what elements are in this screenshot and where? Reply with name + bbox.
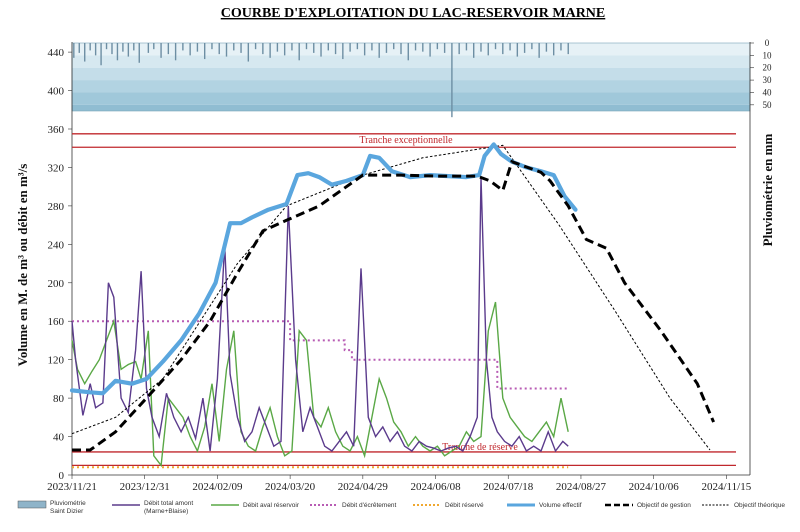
x-tick-label: 2024/10/06 <box>629 481 680 493</box>
rain-band <box>72 43 750 56</box>
legend: Pluviométrie Saint Dizier Débit total amon… <box>17 500 785 515</box>
y-tick-label: 240 <box>48 239 65 251</box>
x-tick-label: 2024/06/08 <box>410 481 461 493</box>
y-tick-label: 0 <box>59 470 65 482</box>
legend-label: Débit aval réservoir <box>243 502 300 509</box>
legend-label: Volume effectif <box>539 502 582 509</box>
band-label-exceptionnelle: Tranche exceptionnelle <box>359 135 453 146</box>
x-tick-label: 2023/12/31 <box>120 481 170 493</box>
chart-title: COURBE D'EXPLOITATION DU LAC-RESERVOIR M… <box>221 6 606 21</box>
x-tick-label: 2024/07/18 <box>483 481 534 493</box>
y-tick-label: 80 <box>53 393 65 405</box>
y-tick-label: 440 <box>48 47 65 59</box>
rain-tick-label: 0 <box>765 38 770 48</box>
legend-label: Débit réservé <box>445 502 484 509</box>
rainfall-panel: 0 10 20 30 40 50 <box>71 38 773 118</box>
legend-label: Débit total amont (Marne+Blaise) <box>144 500 193 515</box>
x-tick-label: 2024/08/27 <box>556 481 607 493</box>
y-tick-label: 320 <box>48 162 65 174</box>
rain-band <box>72 80 750 93</box>
x-tick-label: 2024/04/29 <box>338 481 389 493</box>
rain-band <box>72 92 750 105</box>
axes: 0 40 80 120 160 200 240 280 320 360 400 440 2023/11/… <box>47 47 752 493</box>
series-volume-effectif <box>69 142 578 396</box>
legend-label: Pluviométrie Saint Dizier <box>50 500 86 515</box>
y-tick-label: 40 <box>53 432 65 444</box>
legend-label: Objectif théorique <box>734 502 785 509</box>
rain-band <box>72 55 750 68</box>
legend-swatch <box>17 500 47 509</box>
y-axis-label: Volume en M. de m³ ou débit en m³/s <box>15 164 30 367</box>
y2-axis-label: Pluviométrie en mm <box>760 134 775 247</box>
band-label-reserve: Tranche de réserve <box>442 442 518 453</box>
y-tick-label: 360 <box>48 124 65 136</box>
series-debit-total-amont-marne-blaise <box>71 177 569 453</box>
y-tick-label: 400 <box>48 86 65 98</box>
x-tick-label: 2024/03/20 <box>265 481 316 493</box>
x-tick-label: 2024/02/09 <box>192 481 243 493</box>
legend-label: Débit d'écrêtement <box>342 502 397 509</box>
x-tick-label: 2024/11/15 <box>702 481 752 493</box>
rain-tick-label: 20 <box>763 63 773 73</box>
rain-tick-label: 10 <box>763 50 773 60</box>
rain-tick-label: 40 <box>763 87 773 97</box>
series-layer <box>69 142 715 469</box>
plot-frame: Tranche exceptionnelle Tranche de réserve <box>71 42 751 476</box>
x-tick-label: 2023/11/21 <box>47 481 97 493</box>
y-tick-label: 200 <box>48 278 65 290</box>
rain-tick-label: 50 <box>763 100 773 110</box>
rain-band <box>72 104 750 111</box>
legend-label: Objectif de gestion <box>637 502 691 509</box>
rain-tick-label: 30 <box>763 75 773 85</box>
y-tick-label: 120 <box>48 355 65 367</box>
series-debit-d-ecretement <box>72 320 569 390</box>
rain-band <box>72 67 750 81</box>
y-tick-label: 160 <box>48 316 65 328</box>
series-objectif-de-gestion <box>72 159 715 452</box>
series-objectif-theorique <box>71 144 711 451</box>
y-tick-label: 280 <box>48 201 65 213</box>
